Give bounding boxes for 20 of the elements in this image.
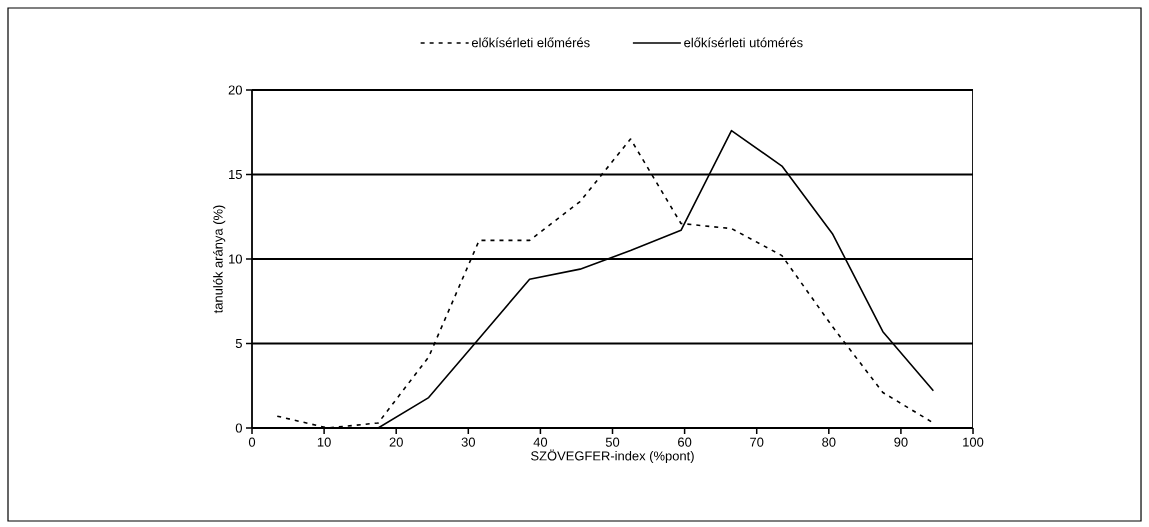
x-tick-label: 10 bbox=[317, 437, 331, 447]
x-tick-label: 0 bbox=[248, 437, 256, 447]
x-axis-title: SZÖVEGFER-index (%pont) bbox=[531, 449, 694, 464]
y-tick-label: 15 bbox=[229, 169, 242, 180]
x-tick-label: 80 bbox=[822, 437, 836, 447]
x-tick-label: 90 bbox=[894, 437, 908, 447]
x-tick-label: 50 bbox=[605, 437, 620, 447]
y-tick-label: 10 bbox=[229, 254, 242, 264]
x-tick-label: 20 bbox=[389, 437, 403, 447]
y-axis-title: tanulók aránya (%) bbox=[213, 205, 226, 314]
x-tick-label: 30 bbox=[461, 437, 476, 447]
x-tick-label: 40 bbox=[533, 437, 548, 447]
y-tick-label: 5 bbox=[235, 338, 242, 349]
x-tick-label: 100 bbox=[963, 437, 984, 447]
y-tick-label: 20 bbox=[228, 85, 242, 95]
y-tick-label: 0 bbox=[235, 423, 242, 433]
legend-label: előkísérleti előmérés bbox=[471, 37, 590, 48]
x-tick-label: 70 bbox=[750, 437, 764, 447]
legend-label: előkísérleti utómérés bbox=[684, 37, 803, 48]
x-tick-label: 60 bbox=[678, 437, 692, 447]
